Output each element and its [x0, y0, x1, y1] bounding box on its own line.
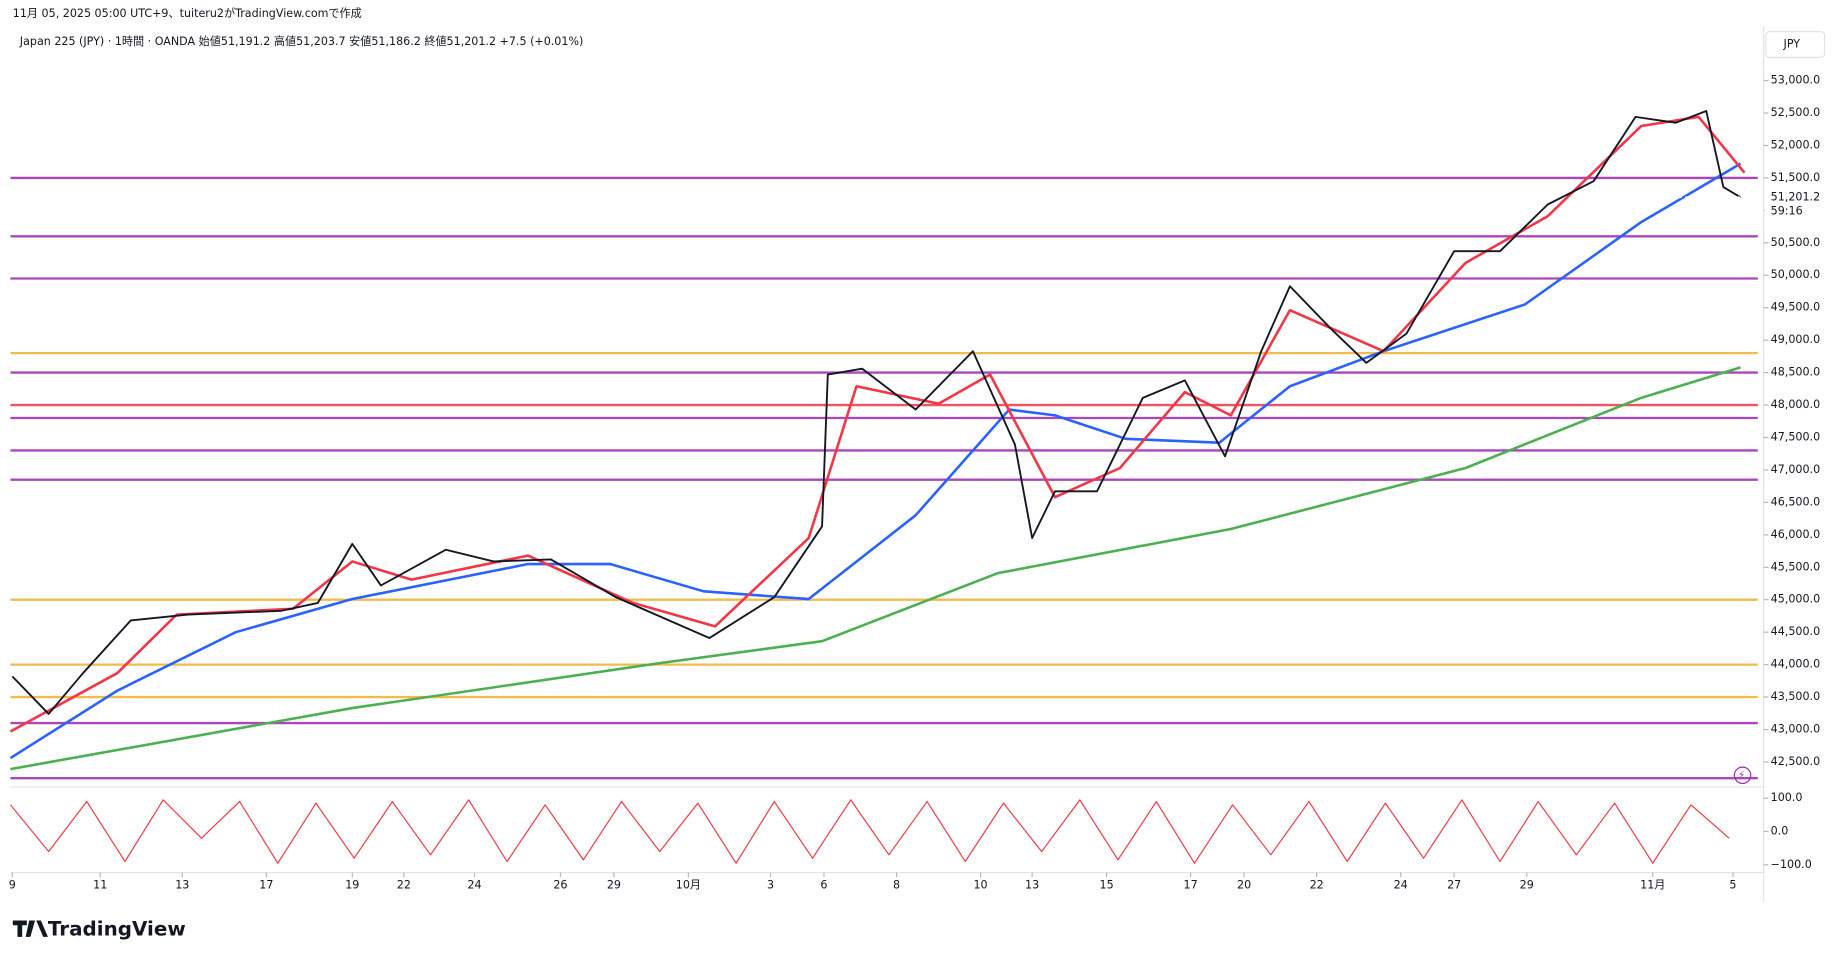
y-tick-label: 43,500.0: [1771, 690, 1820, 703]
y-tick-label: 52,500.0: [1771, 106, 1820, 119]
x-tick-label: 22: [1310, 878, 1324, 891]
y-tick-label: 44,000.0: [1771, 658, 1820, 671]
y-tick-label: 45,500.0: [1771, 560, 1820, 573]
y-tick-label: 45,000.0: [1771, 593, 1820, 606]
chart-title: Japan 225 (JPY) · 1時間 · OANDA 始値51,191.2…: [19, 34, 584, 48]
x-tick-label: 6: [820, 878, 827, 891]
series-line: [9, 115, 1746, 733]
y-tick-label: 52,000.0: [1771, 138, 1820, 151]
x-tick-label: 8: [893, 878, 900, 891]
x-tick-label: 26: [553, 878, 567, 891]
countdown: 59:16: [1771, 204, 1803, 217]
alert-icon-glyph[interactable]: ⚡: [1738, 769, 1745, 781]
x-tick-label: 29: [1520, 878, 1534, 891]
logo[interactable]: TradingView: [12, 917, 186, 940]
y-tick-label: 44,500.0: [1771, 625, 1820, 638]
y-tick-label: 42,500.0: [1771, 755, 1820, 768]
y-tick-label: 48,000.0: [1771, 398, 1820, 411]
series-line: [9, 162, 1742, 760]
alert-icon[interactable]: [1733, 766, 1752, 785]
x-tick-label: 20: [1237, 878, 1251, 891]
y-tick-label: 46,000.0: [1771, 528, 1820, 541]
last-price-box: [1764, 186, 1830, 218]
series-line: [9, 799, 1730, 864]
y-tick-label: 46,500.0: [1771, 495, 1820, 508]
y-tick-label: 50,500.0: [1771, 236, 1820, 249]
x-tick-label: 10: [973, 878, 987, 891]
plot: 42,500.0 43,000.0 43,500.0 44,000.0 44,500.0…: [9, 74, 1830, 891]
y-tick-label: 43,000.0: [1771, 723, 1820, 736]
last-price-label: 51,201.2: [1771, 190, 1820, 203]
y-tick-label: 53,000.0: [1771, 74, 1820, 87]
logo-text[interactable]: TradingView: [48, 917, 186, 940]
y-tick-label: 50,000.0: [1771, 268, 1820, 281]
logo-mark[interactable]: [12, 920, 48, 937]
currency-box[interactable]: [1765, 31, 1826, 58]
y-tick-label: 48,500.0: [1771, 366, 1820, 379]
y-tick-label: 47,500.0: [1771, 430, 1820, 443]
x-tick-label: 24: [1394, 878, 1408, 891]
y-tick-label: 49,500.0: [1771, 301, 1820, 314]
y-tick-label: 49,000.0: [1771, 333, 1820, 346]
x-tick-label: 10月: [676, 878, 701, 891]
x-tick-label: 3: [767, 878, 774, 891]
x-tick-label: 13: [175, 878, 189, 891]
x-tick-label: 13: [1025, 878, 1039, 891]
series-line: [11, 110, 1742, 715]
x-tick-label: 9: [9, 878, 16, 891]
x-tick-label: 17: [1184, 878, 1198, 891]
osc-y-tick-label: 0.0: [1771, 825, 1789, 838]
currency[interactable]: JPY: [1783, 38, 1801, 51]
x-tick-label: 29: [607, 878, 621, 891]
x-tick-label: 24: [467, 878, 481, 891]
x-tick-label: 11月: [1640, 878, 1665, 891]
header: 11月 05, 2025 05:00 UTC+9、tuiteru2がTradin…: [13, 6, 362, 20]
y-tick-label: 51,500.0: [1771, 171, 1820, 184]
series-line: [10, 366, 1741, 771]
x-tick-label: 19: [345, 878, 359, 891]
osc-y-tick-label: −100.0: [1771, 858, 1812, 871]
x-tick-label: 27: [1447, 878, 1461, 891]
x-tick-label: 17: [259, 878, 273, 891]
osc-y-tick-label: 100.0: [1771, 791, 1803, 804]
x-tick-label: 15: [1100, 878, 1114, 891]
x-tick-label: 22: [397, 878, 411, 891]
x-tick-label: 11: [93, 878, 107, 891]
x-tick-label: 5: [1729, 878, 1736, 891]
y-tick-label: 47,000.0: [1771, 463, 1820, 476]
